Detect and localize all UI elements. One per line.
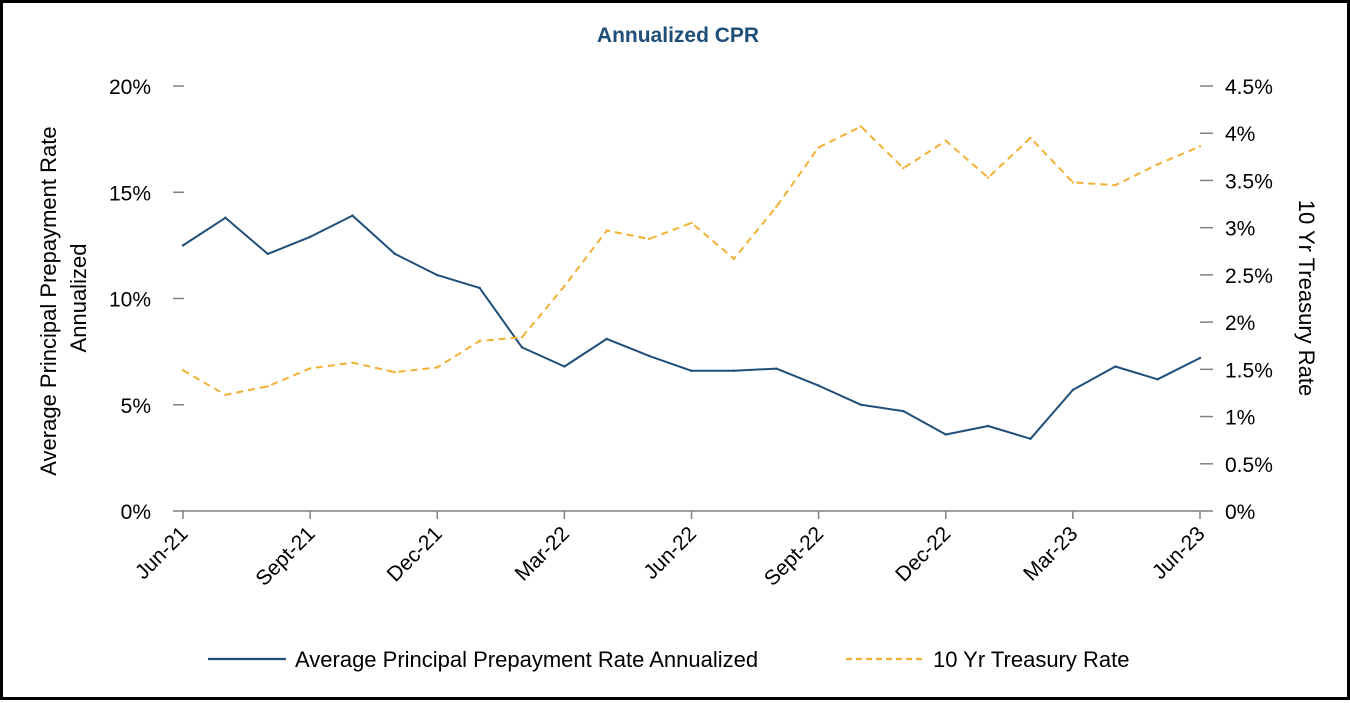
x-tick-label: Dec-22 (891, 522, 955, 586)
right-tick-label: 2.5% (1225, 265, 1273, 288)
right-tick-label: 1% (1225, 407, 1255, 430)
left-tick-label: 15% (109, 182, 151, 205)
series-line-prepayment (182, 214, 1201, 440)
right-tick-label: 3% (1225, 218, 1255, 241)
left-tick-label: 10% (109, 289, 151, 312)
x-tick-label: Sept-21 (251, 522, 319, 590)
x-tick-label: Dec-21 (383, 522, 447, 586)
right-tick-label: 4% (1225, 123, 1255, 146)
data-point-prepayment (817, 384, 820, 387)
data-point-treasury (181, 369, 185, 372)
x-axis: Jun-21 Sept-21 Dec-21 Mar-22 Jun-22 Sept-22 De… (131, 510, 1210, 591)
data-point-prepayment (859, 403, 863, 406)
data-point-treasury (308, 367, 312, 370)
data-point-prepayment (1198, 356, 1202, 360)
left-tick-label: 20% (109, 76, 151, 99)
left-axis-title-line-2: Annualized (66, 244, 91, 353)
data-point-treasury (266, 385, 269, 388)
left-axis-title-line-1: Average Principal Prepayment Rate (36, 126, 61, 475)
data-point-treasury (1156, 163, 1159, 166)
data-point-prepayment (605, 337, 608, 341)
data-point-prepayment (224, 216, 227, 219)
data-point-prepayment (1071, 388, 1075, 392)
data-point-prepayment (732, 369, 736, 372)
data-point-treasury (944, 139, 947, 142)
data-point-treasury (478, 339, 481, 343)
data-point-treasury (1114, 183, 1117, 187)
data-point-prepayment (690, 369, 693, 372)
data-point-prepayment (351, 214, 354, 217)
data-point-prepayment (520, 346, 524, 349)
data-point-treasury (817, 146, 820, 149)
data-point-prepayment (902, 409, 905, 413)
data-point-treasury (224, 393, 227, 397)
data-point-prepayment (1156, 378, 1159, 381)
legend-label-treasury: 10 Yr Treasury Rate (933, 647, 1129, 672)
left-axis: 20% 15% 10% 5% 0% (109, 76, 184, 524)
data-point-prepayment (181, 244, 185, 247)
right-tick-label: 4.5% (1225, 76, 1273, 99)
left-tick-label: 5% (121, 395, 151, 418)
chart-canvas: Annualized CPR Average Principal Prepaym… (36, 24, 1319, 672)
x-tick-label: Jun-22 (639, 522, 701, 584)
data-point-prepayment (775, 367, 778, 370)
data-point-treasury (1198, 145, 1202, 148)
data-point-prepayment (986, 424, 990, 428)
data-point-treasury (351, 361, 354, 364)
data-point-prepayment (266, 252, 269, 256)
data-point-prepayment (563, 365, 566, 368)
data-point-treasury (775, 205, 778, 209)
chart-title: Annualized CPR (597, 24, 759, 47)
data-point-prepayment (1114, 365, 1117, 368)
series-line-treasury (182, 125, 1201, 396)
right-axis-title: 10 Yr Treasury Rate (1294, 200, 1319, 396)
legend-label-prepayment: Average Principal Prepayment Rate Annual… (295, 647, 758, 672)
data-point-treasury (902, 166, 905, 170)
data-point-treasury (1071, 181, 1075, 184)
x-tick-label: Sept-22 (760, 522, 828, 590)
data-point-treasury (732, 257, 736, 261)
data-point-treasury (563, 285, 566, 288)
data-point-treasury (605, 229, 608, 232)
data-point-prepayment (944, 433, 947, 436)
data-point-treasury (436, 366, 439, 369)
data-point-treasury (520, 336, 524, 339)
data-point-treasury (986, 176, 990, 179)
x-tick-label: Jun-21 (131, 522, 193, 584)
data-point-prepayment (1029, 437, 1032, 440)
data-point-prepayment (647, 354, 651, 358)
data-point-treasury (859, 125, 863, 128)
right-tick-label: 2% (1225, 312, 1255, 335)
x-tick-label: Jun-23 (1148, 522, 1210, 584)
right-axis: 4.5% 4% 3.5% 3% 2.5% 2% 1.5% 1% 0.5% 0% (1200, 76, 1273, 524)
data-point-prepayment (436, 273, 439, 277)
right-tick-label: 3.5% (1225, 170, 1273, 193)
data-point-prepayment (308, 235, 312, 239)
data-point-prepayment (478, 286, 481, 290)
left-tick-label: 0% (121, 501, 151, 524)
data-point-treasury (1029, 136, 1032, 140)
legend: Average Principal Prepayment Rate Annual… (208, 647, 1129, 672)
right-tick-label: 0.5% (1225, 454, 1273, 477)
data-point-treasury (690, 221, 693, 225)
left-axis-title: Average Principal Prepayment Rate Annual… (36, 120, 91, 475)
data-point-treasury (647, 237, 651, 241)
right-tick-label: 1.5% (1225, 359, 1273, 382)
plot-area (181, 125, 1202, 440)
data-point-prepayment (393, 252, 397, 256)
data-point-treasury (393, 370, 397, 374)
x-tick-label: Mar-23 (1019, 522, 1082, 585)
x-tick-label: Mar-22 (511, 522, 574, 585)
right-tick-label: 0% (1225, 501, 1255, 524)
